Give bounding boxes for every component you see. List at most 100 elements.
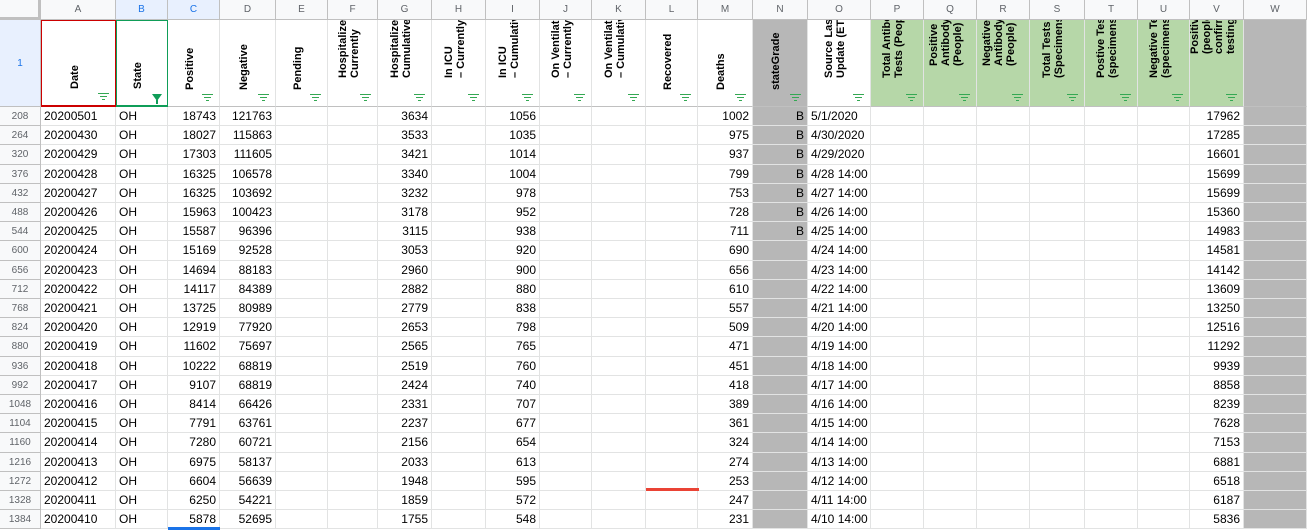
table-cell[interactable] bbox=[540, 375, 592, 395]
table-cell[interactable]: OH bbox=[116, 318, 168, 338]
table-cell[interactable]: 274 bbox=[698, 452, 753, 472]
table-cell[interactable]: 4/14 14:00 bbox=[808, 433, 871, 453]
header-cell-l[interactable]: Recovered bbox=[646, 20, 698, 107]
table-cell[interactable] bbox=[592, 491, 646, 511]
table-cell[interactable] bbox=[1244, 164, 1307, 184]
table-cell[interactable]: 20200427 bbox=[41, 183, 116, 203]
header-cell-i[interactable]: In ICU – Cumulative bbox=[486, 20, 540, 107]
table-cell[interactable] bbox=[592, 183, 646, 203]
table-cell[interactable]: 68819 bbox=[220, 356, 276, 376]
table-cell[interactable]: 13725 bbox=[168, 299, 220, 319]
column-header-b[interactable]: B bbox=[116, 0, 168, 20]
table-cell[interactable] bbox=[1244, 183, 1307, 203]
table-cell[interactable] bbox=[1085, 222, 1138, 242]
table-cell[interactable] bbox=[646, 318, 698, 338]
column-header-f[interactable]: F bbox=[328, 0, 378, 20]
table-cell[interactable]: 2424 bbox=[378, 375, 432, 395]
table-cell[interactable] bbox=[1138, 491, 1190, 511]
table-cell[interactable] bbox=[924, 318, 977, 338]
table-cell[interactable] bbox=[924, 356, 977, 376]
table-cell[interactable] bbox=[924, 414, 977, 434]
table-cell[interactable] bbox=[1030, 356, 1085, 376]
row-header[interactable]: 432 bbox=[0, 183, 41, 203]
table-cell[interactable] bbox=[753, 260, 808, 280]
table-cell[interactable]: 12919 bbox=[168, 318, 220, 338]
table-cell[interactable] bbox=[924, 471, 977, 491]
filter-icon[interactable] bbox=[414, 94, 425, 101]
table-cell[interactable]: 6975 bbox=[168, 452, 220, 472]
table-cell[interactable]: 451 bbox=[698, 356, 753, 376]
table-cell[interactable] bbox=[1138, 356, 1190, 376]
table-cell[interactable] bbox=[1030, 107, 1085, 127]
table-cell[interactable] bbox=[276, 318, 328, 338]
table-cell[interactable]: 2882 bbox=[378, 279, 432, 299]
table-cell[interactable] bbox=[592, 260, 646, 280]
table-cell[interactable]: 4/20 14:00 bbox=[808, 318, 871, 338]
table-cell[interactable] bbox=[1244, 433, 1307, 453]
table-cell[interactable]: 4/11 14:00 bbox=[808, 491, 871, 511]
table-cell[interactable]: 20200428 bbox=[41, 164, 116, 184]
table-cell[interactable]: 13250 bbox=[1190, 299, 1244, 319]
row-header-1[interactable]: 1 bbox=[0, 20, 41, 107]
table-cell[interactable] bbox=[1138, 126, 1190, 146]
table-cell[interactable] bbox=[540, 241, 592, 261]
table-cell[interactable] bbox=[1244, 203, 1307, 223]
table-cell[interactable]: 707 bbox=[486, 395, 540, 415]
table-cell[interactable] bbox=[1030, 279, 1085, 299]
row-header[interactable]: 264 bbox=[0, 126, 41, 146]
table-cell[interactable] bbox=[977, 433, 1030, 453]
header-cell-w[interactable] bbox=[1244, 20, 1307, 107]
table-cell[interactable]: OH bbox=[116, 414, 168, 434]
table-cell[interactable] bbox=[646, 375, 698, 395]
table-cell[interactable] bbox=[1138, 107, 1190, 127]
table-cell[interactable] bbox=[977, 145, 1030, 165]
table-cell[interactable]: 2237 bbox=[378, 414, 432, 434]
table-cell[interactable] bbox=[432, 318, 486, 338]
table-cell[interactable]: 7153 bbox=[1190, 433, 1244, 453]
table-cell[interactable] bbox=[871, 203, 924, 223]
row-header[interactable]: 544 bbox=[0, 222, 41, 242]
table-cell[interactable] bbox=[1138, 203, 1190, 223]
table-cell[interactable] bbox=[977, 299, 1030, 319]
table-cell[interactable] bbox=[328, 203, 378, 223]
table-cell[interactable] bbox=[328, 222, 378, 242]
table-cell[interactable] bbox=[432, 279, 486, 299]
table-cell[interactable]: 88183 bbox=[220, 260, 276, 280]
table-cell[interactable]: 4/28 14:00 bbox=[808, 164, 871, 184]
table-cell[interactable] bbox=[646, 164, 698, 184]
table-cell[interactable]: 324 bbox=[698, 433, 753, 453]
table-cell[interactable] bbox=[753, 337, 808, 357]
table-cell[interactable] bbox=[924, 183, 977, 203]
table-cell[interactable]: 7791 bbox=[168, 414, 220, 434]
table-cell[interactable]: 20200415 bbox=[41, 414, 116, 434]
table-cell[interactable]: 20200424 bbox=[41, 241, 116, 261]
table-cell[interactable] bbox=[753, 318, 808, 338]
table-cell[interactable] bbox=[276, 145, 328, 165]
table-cell[interactable]: OH bbox=[116, 337, 168, 357]
table-cell[interactable]: 4/18 14:00 bbox=[808, 356, 871, 376]
table-cell[interactable] bbox=[1244, 471, 1307, 491]
table-cell[interactable] bbox=[1030, 318, 1085, 338]
header-cell-p[interactable]: Total Antibody Tests (People) bbox=[871, 20, 924, 107]
filter-icon[interactable] bbox=[680, 94, 691, 101]
table-cell[interactable]: OH bbox=[116, 510, 168, 530]
table-cell[interactable] bbox=[924, 241, 977, 261]
table-cell[interactable] bbox=[1030, 510, 1085, 530]
row-header[interactable]: 488 bbox=[0, 203, 41, 223]
table-cell[interactable] bbox=[540, 452, 592, 472]
table-cell[interactable]: 54221 bbox=[220, 491, 276, 511]
table-cell[interactable] bbox=[871, 260, 924, 280]
table-cell[interactable]: 509 bbox=[698, 318, 753, 338]
table-cell[interactable]: 121763 bbox=[220, 107, 276, 127]
row-header[interactable]: 208 bbox=[0, 107, 41, 127]
table-cell[interactable] bbox=[432, 107, 486, 127]
table-cell[interactable] bbox=[592, 395, 646, 415]
table-cell[interactable] bbox=[328, 126, 378, 146]
table-cell[interactable] bbox=[276, 241, 328, 261]
table-cell[interactable] bbox=[871, 279, 924, 299]
table-cell[interactable]: 4/29/2020 bbox=[808, 145, 871, 165]
table-cell[interactable]: 11292 bbox=[1190, 337, 1244, 357]
table-cell[interactable]: 75697 bbox=[220, 337, 276, 357]
filter-icon[interactable] bbox=[258, 94, 269, 101]
table-cell[interactable] bbox=[592, 356, 646, 376]
